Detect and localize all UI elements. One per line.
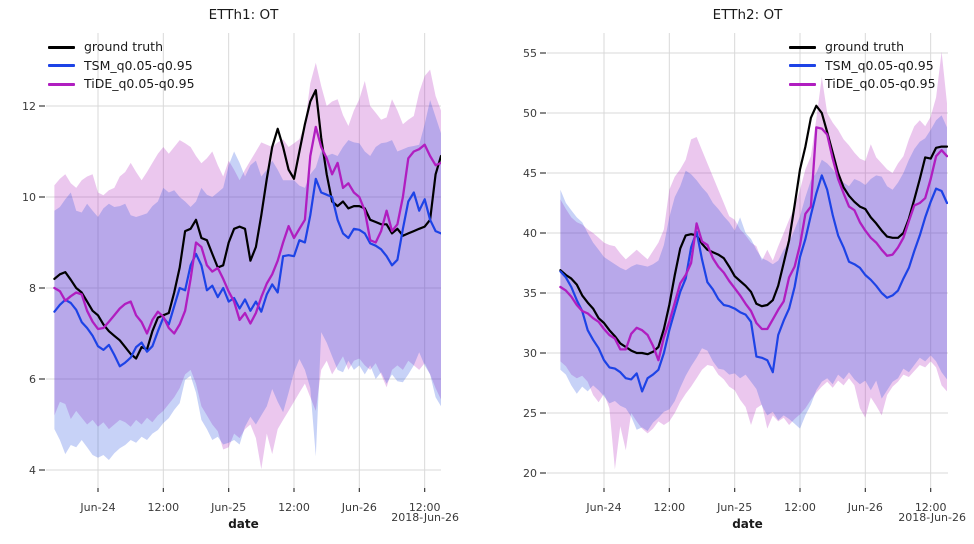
axis-ticks-1: 55 50 45 40 35 30 25 20 Jun-24 12:00 Jun-25 12:00 Ju… — [523, 47, 947, 514]
y-tick-label: 12 — [22, 100, 36, 113]
tide-median-line — [559, 126, 948, 362]
ground-truth-line — [559, 104, 948, 356]
tsm-line-swatch — [789, 64, 816, 68]
legend-etth2: ground truth TSM_q0.05-q0.95 TiDE_q0.05-… — [789, 40, 936, 92]
tide-median-line — [53, 125, 441, 335]
y-tick-label: 4 — [29, 464, 36, 477]
legend-label: ground truth — [825, 39, 904, 54]
y-tick-label: 20 — [523, 467, 537, 480]
x-axis-label-etth1: date — [228, 517, 259, 531]
y-tick-label: 8 — [29, 282, 36, 295]
tide-line-swatch — [48, 82, 75, 86]
tide-line-swatch — [789, 82, 816, 86]
chart-title-etth2: ETTh2: OT — [712, 7, 783, 23]
legend-label: ground truth — [84, 39, 163, 54]
x-tick-label: Jun-24 — [585, 501, 621, 514]
y-tick-label: 40 — [523, 227, 537, 240]
axis-ticks-0: 12 10 8 6 4 Jun-24 12:00 Jun-25 12:00 Jun-26 12:00 — [22, 100, 441, 514]
legend-item-ground-truth: ground truth — [789, 40, 936, 55]
y-tick-label: 10 — [22, 191, 36, 204]
y-tick-label: 30 — [523, 347, 537, 360]
x-tick-label: Jun-25 — [210, 501, 246, 514]
x-offset-label-etth1: 2018-Jun-26 — [391, 511, 459, 524]
legend-label: TSM_q0.05-q0.95 — [825, 57, 934, 73]
x-tick-label: Jun-24 — [79, 501, 115, 514]
plot-area-0 — [53, 62, 441, 470]
x-offset-label-etth2: 2018-Jun-26 — [898, 511, 966, 524]
y-tick-label: 50 — [523, 107, 537, 120]
x-tick-label: 12:00 — [784, 501, 816, 514]
tsm-quantile-band — [560, 115, 947, 432]
legend-item-tsm: TSM_q0.05-q0.95 — [789, 59, 936, 74]
tsm-line-swatch — [48, 64, 75, 68]
legend-item-tide: TiDE_q0.05-q0.95 — [789, 77, 936, 92]
legend-label: TiDE_q0.05-q0.95 — [84, 76, 195, 91]
legend-label: TSM_q0.05-q0.95 — [84, 57, 193, 73]
x-tick-label: Jun-26 — [847, 501, 883, 514]
x-tick-label: 12:00 — [278, 501, 310, 514]
tide-quantile-band — [54, 62, 441, 470]
legend-item-tsm: TSM_q0.05-q0.95 — [48, 59, 195, 74]
tide-quantile-band — [560, 51, 947, 470]
x-tick-label: Jun-26 — [341, 501, 377, 514]
chart-title-etth1: ETTh1: OT — [208, 7, 279, 23]
legend-item-tide: TiDE_q0.05-q0.95 — [48, 77, 195, 92]
x-tick-label: Jun-25 — [716, 501, 752, 514]
plot-area-1 — [559, 51, 948, 470]
x-tick-label: 12:00 — [147, 501, 179, 514]
legend-item-ground-truth: ground truth — [48, 40, 195, 55]
grid-0 — [46, 33, 441, 488]
ground-truth-line-swatch — [789, 45, 816, 49]
ground-truth-line-swatch — [48, 45, 75, 49]
y-tick-label: 45 — [523, 167, 537, 180]
x-tick-label: 12:00 — [653, 501, 685, 514]
tsm-quantile-band — [54, 100, 441, 460]
y-tick-label: 6 — [29, 373, 36, 386]
tsm-median-line — [559, 174, 948, 393]
legend-label: TiDE_q0.05-q0.95 — [825, 76, 936, 91]
x-tick-label: 12:00 — [409, 501, 441, 514]
legend-etth1: ground truth TSM_q0.05-q0.95 TiDE_q0.05-… — [48, 40, 195, 92]
ground-truth-line — [53, 89, 441, 360]
x-axis-label-etth2: date — [732, 517, 763, 531]
tsm-median-line — [53, 177, 441, 368]
y-tick-label: 55 — [523, 47, 537, 60]
y-tick-label: 25 — [523, 407, 537, 420]
y-tick-label: 35 — [523, 287, 537, 300]
x-tick-label: 12:00 — [915, 501, 947, 514]
